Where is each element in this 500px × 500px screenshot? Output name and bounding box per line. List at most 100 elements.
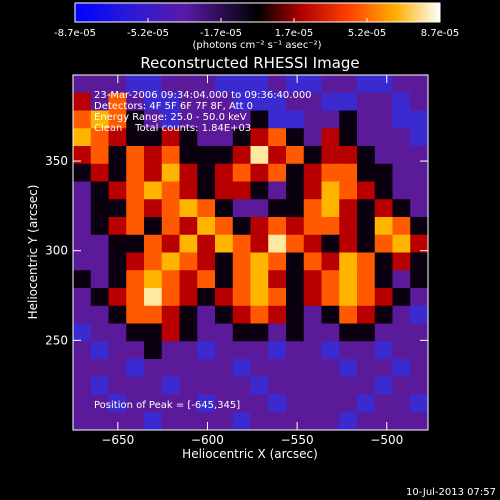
heatmap-cell bbox=[108, 128, 127, 147]
heatmap-cell bbox=[144, 110, 163, 129]
heatmap-cell bbox=[268, 394, 287, 413]
heatmap-cell bbox=[250, 252, 269, 271]
heatmap-cell bbox=[179, 163, 198, 182]
heatmap-cell bbox=[232, 359, 251, 378]
heatmap-cell bbox=[321, 110, 340, 129]
heatmap-cell bbox=[90, 181, 109, 200]
heatmap-cell bbox=[215, 341, 234, 360]
chart-title: Reconstructed RHESSI Image bbox=[140, 54, 359, 72]
colorbar-tick-label: 8.7e-05 bbox=[421, 28, 459, 39]
heatmap-cell bbox=[268, 323, 287, 342]
heatmap-cell bbox=[410, 376, 428, 395]
heatmap-cell bbox=[232, 305, 251, 324]
heatmap-cell bbox=[126, 128, 145, 147]
heatmap-cell bbox=[73, 128, 92, 147]
heatmap-cell bbox=[410, 199, 428, 218]
heatmap-cell bbox=[179, 288, 198, 307]
heatmap-cell bbox=[357, 75, 376, 94]
heatmap-cell bbox=[215, 128, 234, 147]
x-tick-label: −500 bbox=[370, 433, 403, 447]
heatmap-cell bbox=[410, 394, 428, 413]
heatmap-cell bbox=[321, 217, 340, 236]
heatmap-cell bbox=[286, 234, 305, 253]
heatmap-cell bbox=[197, 199, 216, 218]
heatmap-cell bbox=[374, 92, 393, 111]
heatmap-cell bbox=[268, 376, 287, 395]
heatmap-cell bbox=[357, 234, 376, 253]
x-tick-label: −600 bbox=[191, 433, 224, 447]
heatmap-cell bbox=[197, 110, 216, 129]
heatmap-cell bbox=[73, 305, 92, 324]
colorbar-tick-label: -8.7e-05 bbox=[54, 28, 96, 39]
heatmap-cell bbox=[374, 217, 393, 236]
heatmap-cell bbox=[321, 359, 340, 378]
heatmap-cell bbox=[357, 270, 376, 289]
heatmap-cell bbox=[357, 288, 376, 307]
heatmap-cell bbox=[144, 341, 163, 360]
heatmap-cell bbox=[215, 288, 234, 307]
heatmap-cell bbox=[250, 270, 269, 289]
heatmap-cell bbox=[303, 146, 322, 165]
heatmap-cell bbox=[392, 146, 411, 165]
heatmap-cell bbox=[303, 412, 322, 430]
heatmap-cell bbox=[179, 341, 198, 360]
heatmap-cell bbox=[232, 181, 251, 200]
heatmap-cell bbox=[144, 234, 163, 253]
heatmap-cell bbox=[339, 305, 358, 324]
colorbar-tick-label: -5.2e-05 bbox=[127, 28, 169, 39]
heatmap-cell bbox=[126, 163, 145, 182]
heatmap-cell bbox=[339, 288, 358, 307]
heatmap-cell bbox=[73, 376, 92, 395]
heatmap-cell bbox=[215, 110, 234, 129]
heatmap-cell bbox=[357, 252, 376, 271]
heatmap-cell bbox=[144, 376, 163, 395]
heatmap-cell bbox=[161, 75, 180, 94]
heatmap-cell bbox=[374, 341, 393, 360]
heatmap-cell bbox=[126, 75, 145, 94]
heatmap-cell bbox=[286, 252, 305, 271]
heatmap-cell bbox=[232, 92, 251, 111]
heatmap-cell bbox=[374, 394, 393, 413]
heatmap-cell bbox=[197, 412, 216, 430]
heatmap-cell bbox=[410, 252, 428, 271]
heatmap-cell bbox=[250, 394, 269, 413]
heatmap-cell bbox=[232, 163, 251, 182]
heatmap-cell bbox=[215, 92, 234, 111]
heatmap-cell bbox=[161, 359, 180, 378]
heatmap-cell bbox=[161, 252, 180, 271]
heatmap-cell bbox=[197, 270, 216, 289]
heatmap-cell bbox=[268, 199, 287, 218]
heatmap-cell bbox=[215, 376, 234, 395]
footer-date: 10-Jul-2013 07:57 bbox=[406, 487, 496, 498]
heatmap-cell bbox=[90, 341, 109, 360]
heatmap-cell bbox=[126, 252, 145, 271]
heatmap-cell bbox=[410, 181, 428, 200]
heatmap-cell bbox=[303, 217, 322, 236]
heatmap-cell bbox=[179, 146, 198, 165]
heatmap-cell bbox=[144, 252, 163, 271]
heatmap-cell bbox=[144, 270, 163, 289]
heatmap-cell bbox=[268, 359, 287, 378]
heatmap-cell bbox=[108, 394, 127, 413]
heatmap-cell bbox=[339, 323, 358, 342]
heatmap-cell bbox=[144, 359, 163, 378]
heatmap-cell bbox=[357, 163, 376, 182]
heatmap-cell bbox=[73, 341, 92, 360]
heatmap-cell bbox=[339, 376, 358, 395]
heatmap-cell bbox=[339, 110, 358, 129]
heatmap-cell bbox=[144, 128, 163, 147]
heatmap-cell bbox=[321, 163, 340, 182]
heatmap-cell bbox=[90, 376, 109, 395]
heatmap-cell bbox=[73, 270, 92, 289]
heatmap-cell bbox=[268, 341, 287, 360]
heatmap-cell bbox=[321, 234, 340, 253]
heatmap-cell bbox=[268, 252, 287, 271]
x-tick-label: −650 bbox=[101, 433, 134, 447]
heatmap-cell bbox=[339, 181, 358, 200]
heatmap-cell bbox=[90, 217, 109, 236]
heatmap-cell bbox=[126, 412, 145, 430]
heatmap-cell bbox=[73, 199, 92, 218]
heatmap-cell bbox=[357, 305, 376, 324]
heatmap-cell bbox=[286, 181, 305, 200]
heatmap-cell bbox=[179, 92, 198, 111]
